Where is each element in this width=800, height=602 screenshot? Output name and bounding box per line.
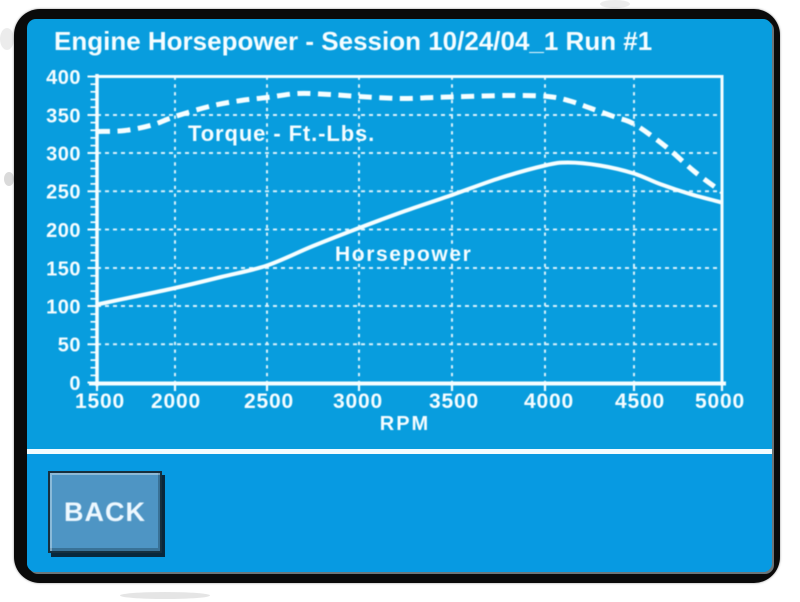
svg-text:100: 100 [46, 296, 81, 318]
svg-text:2500: 2500 [244, 390, 294, 413]
svg-text:150: 150 [46, 258, 81, 280]
svg-text:Torque - Ft.-Lbs.: Torque - Ft.-Lbs. [188, 121, 375, 146]
svg-text:200: 200 [46, 220, 81, 242]
svg-text:50: 50 [58, 335, 81, 357]
svg-text:Horsepower: Horsepower [335, 243, 472, 266]
svg-text:RPM: RPM [380, 413, 430, 435]
svg-text:4000: 4000 [524, 390, 574, 413]
svg-text:0: 0 [69, 373, 81, 395]
svg-text:350: 350 [46, 105, 81, 127]
svg-text:300: 300 [46, 143, 81, 165]
svg-text:3000: 3000 [333, 390, 383, 413]
svg-text:3500: 3500 [429, 390, 479, 413]
svg-text:1500: 1500 [75, 390, 125, 413]
svg-text:2000: 2000 [151, 390, 201, 413]
svg-text:250: 250 [46, 182, 81, 204]
svg-text:5000: 5000 [695, 390, 745, 413]
svg-text:4500: 4500 [615, 390, 665, 413]
svg-text:400: 400 [46, 67, 81, 89]
